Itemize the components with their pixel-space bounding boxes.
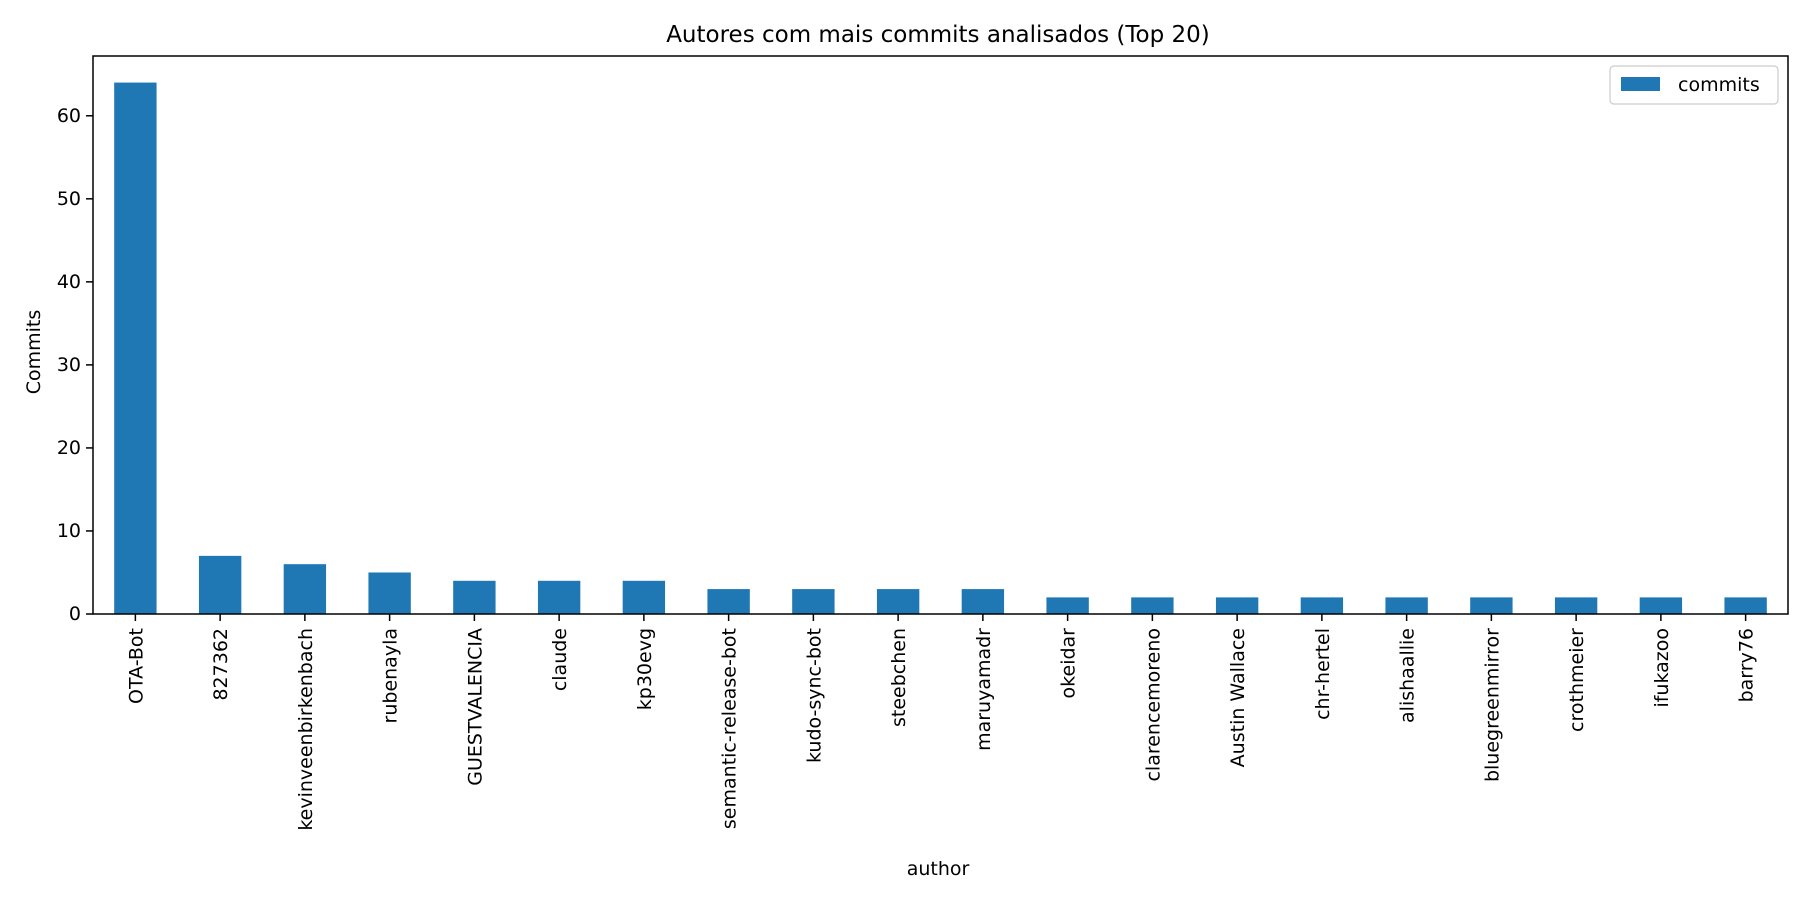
bar — [368, 572, 411, 614]
y-tick-label: 20 — [57, 437, 81, 459]
x-tick-label: kp30evg — [634, 628, 656, 710]
y-tick-label: 50 — [57, 188, 81, 210]
legend-swatch — [1621, 77, 1660, 91]
x-tick-label: chr-hertel — [1312, 628, 1334, 720]
y-tick-label: 40 — [57, 271, 81, 293]
bar — [792, 589, 835, 614]
chart-title: Autores com mais commits analisados (Top… — [666, 22, 1210, 48]
x-tick-label: ifukazoo — [1651, 628, 1673, 708]
legend: commits — [1609, 65, 1779, 105]
x-tick-label: semantic-release-bot — [719, 628, 741, 829]
x-tick-label: 827362 — [210, 628, 232, 701]
bar — [283, 564, 327, 614]
x-tick-label: barry76 — [1736, 628, 1758, 702]
x-tick-label: clarencemoreno — [1142, 628, 1164, 782]
bar — [707, 589, 750, 614]
y-tick-label: 30 — [57, 354, 81, 376]
x-tick-label: GUESTVALENCIA — [464, 628, 486, 786]
x-tick-label: crothmeier — [1566, 628, 1588, 732]
x-tick-label: OTA-Bot — [125, 628, 147, 704]
x-tick-label: okeidar — [1058, 628, 1080, 699]
legend-label: commits — [1678, 74, 1760, 96]
x-tick-label: bluegreenmirror — [1481, 628, 1503, 782]
bar — [453, 580, 496, 614]
bar — [537, 580, 581, 614]
bar — [1131, 597, 1174, 614]
bar — [198, 555, 242, 614]
bar — [114, 82, 157, 615]
bar — [961, 589, 1005, 614]
x-tick-label: claude — [549, 628, 571, 691]
x-tick-label: kudo-sync-bot — [803, 628, 825, 763]
bar — [622, 580, 666, 614]
x-tick-label: steebchen — [888, 628, 910, 727]
bar — [1554, 597, 1598, 614]
bar — [1470, 597, 1513, 614]
bar — [1215, 597, 1259, 614]
x-tick-label: maruyamadr — [973, 628, 995, 751]
bar — [876, 589, 920, 614]
y-axis-label: Commits — [23, 310, 45, 395]
y-axis: 0 10 20 30 40 50 60 — [57, 105, 93, 625]
bars-group — [114, 82, 1767, 615]
x-tick-label: rubenayla — [380, 628, 402, 723]
plot-frame — [92, 55, 1789, 615]
bar — [1046, 597, 1089, 614]
bar — [1385, 597, 1428, 614]
x-tick-label: Austin Wallace — [1227, 628, 1249, 767]
bar — [1639, 597, 1683, 614]
x-axis: OTA-Bot 827362 kevinveenbirkenbach rubenayl… — [125, 614, 1758, 831]
y-tick-label: 60 — [57, 105, 81, 127]
x-axis-label: author — [907, 858, 970, 880]
legend-box — [1609, 65, 1779, 105]
bar — [1300, 597, 1344, 614]
x-tick-label: kevinveenbirkenbach — [295, 628, 317, 831]
x-tick-label: alishaallie — [1397, 628, 1419, 723]
y-tick-label: 10 — [57, 520, 81, 542]
y-tick-label: 0 — [69, 603, 81, 625]
bar — [1724, 597, 1767, 614]
